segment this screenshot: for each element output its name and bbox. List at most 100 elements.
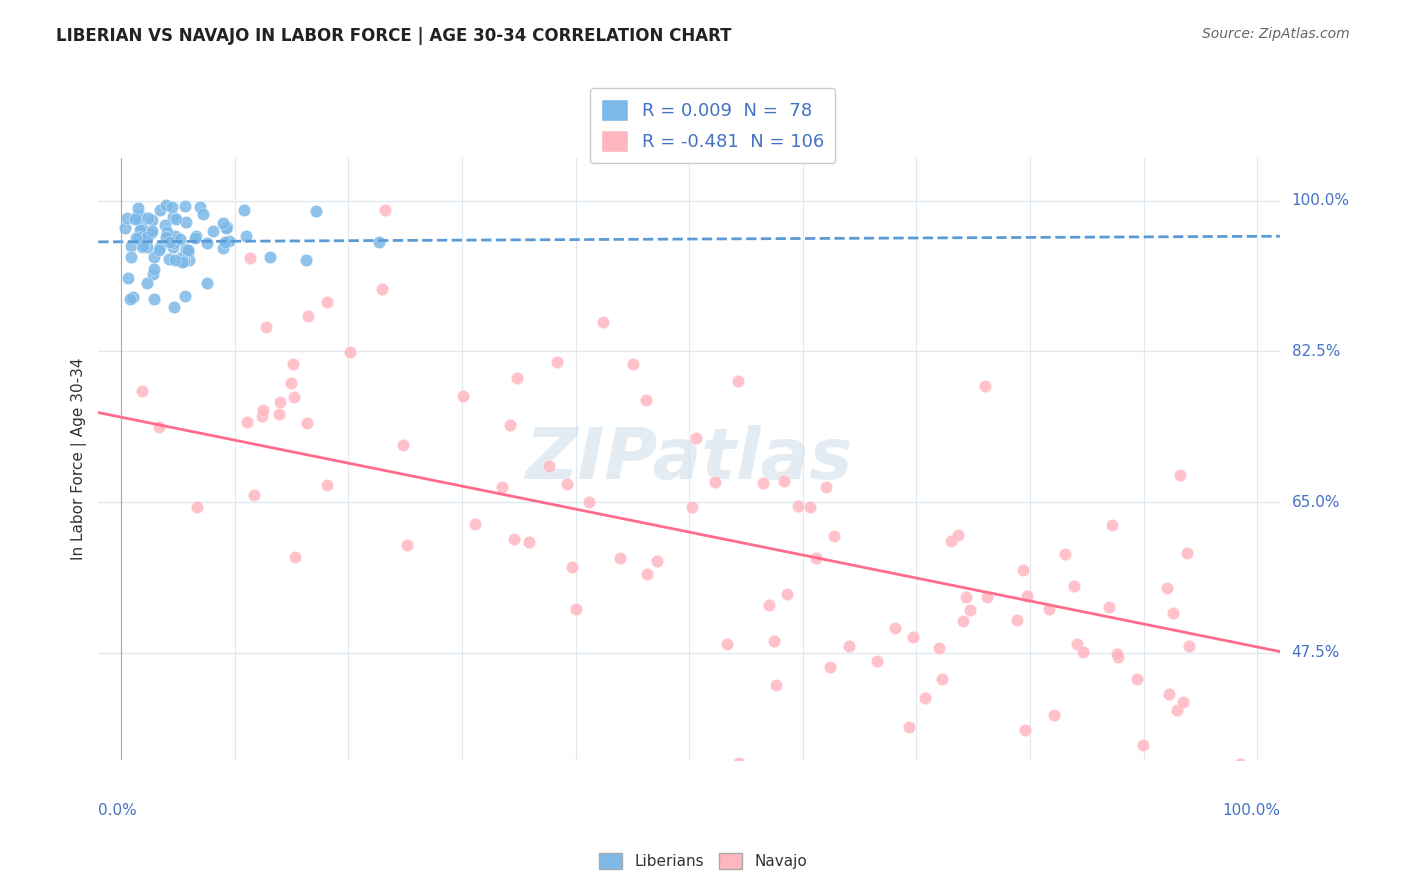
Point — [820, 660, 842, 674]
Point — [184, 231, 207, 245]
Point — [128, 223, 150, 237]
Point — [136, 240, 159, 254]
Point — [165, 229, 187, 244]
Point — [142, 293, 165, 307]
Point — [174, 242, 197, 256]
Point — [195, 235, 218, 250]
Point — [212, 241, 235, 255]
Point — [1187, 797, 1209, 811]
Legend: R = 0.009  N =  78, R = -0.481  N = 106: R = 0.009 N = 78, R = -0.481 N = 106 — [591, 88, 835, 163]
Point — [814, 480, 837, 494]
Point — [592, 315, 614, 329]
Point — [177, 244, 200, 258]
Point — [1132, 739, 1154, 753]
Point — [252, 409, 274, 424]
Point — [135, 229, 157, 244]
Point — [1125, 673, 1147, 687]
Point — [163, 253, 186, 268]
Text: Source: ZipAtlas.com: Source: ZipAtlas.com — [1202, 27, 1350, 41]
Point — [959, 603, 981, 617]
Point — [136, 276, 159, 290]
Point — [901, 630, 924, 644]
Point — [758, 598, 780, 612]
Point — [120, 239, 142, 253]
Text: 65.0%: 65.0% — [1292, 494, 1340, 509]
Point — [370, 282, 392, 296]
Point — [1166, 703, 1188, 717]
Point — [141, 213, 163, 227]
Point — [297, 310, 319, 324]
Point — [941, 533, 963, 548]
Point — [142, 250, 165, 264]
Point — [952, 614, 974, 628]
Point — [232, 202, 254, 217]
Point — [645, 554, 668, 568]
Point — [172, 255, 194, 269]
Point — [396, 538, 419, 552]
Point — [1063, 579, 1085, 593]
Point — [243, 488, 266, 502]
Point — [129, 226, 152, 240]
Point — [188, 200, 211, 214]
Point — [1012, 563, 1035, 577]
Point — [131, 384, 153, 398]
Point — [162, 239, 184, 253]
Point — [173, 253, 195, 268]
Point — [142, 268, 165, 282]
Point — [453, 389, 475, 403]
Point — [127, 211, 149, 226]
Point — [765, 677, 787, 691]
Point — [1005, 613, 1028, 627]
Point — [1168, 468, 1191, 483]
Point — [141, 226, 163, 240]
Point — [316, 478, 339, 492]
Point — [464, 517, 486, 532]
Point — [169, 232, 191, 246]
Point — [163, 300, 186, 314]
Point — [716, 638, 738, 652]
Point — [149, 240, 172, 254]
Point — [1014, 723, 1036, 737]
Point — [295, 416, 318, 430]
Point — [117, 211, 139, 225]
Point — [117, 270, 139, 285]
Point — [1142, 797, 1164, 811]
Point — [316, 294, 339, 309]
Point — [124, 211, 146, 226]
Point — [120, 250, 142, 264]
Point — [506, 370, 529, 384]
Point — [1038, 602, 1060, 616]
Point — [148, 420, 170, 434]
Point — [284, 549, 307, 564]
Point — [129, 210, 152, 224]
Point — [163, 235, 186, 250]
Point — [976, 590, 998, 604]
Point — [155, 198, 177, 212]
Point — [609, 550, 631, 565]
Point — [1015, 590, 1038, 604]
Point — [283, 390, 305, 404]
Point — [339, 345, 361, 359]
Point — [174, 199, 197, 213]
Point — [280, 376, 302, 390]
Point — [1101, 518, 1123, 533]
Text: 82.5%: 82.5% — [1292, 344, 1340, 359]
Point — [1140, 797, 1163, 811]
Point — [1053, 547, 1076, 561]
Point — [561, 559, 583, 574]
Point — [565, 601, 588, 615]
Point — [499, 417, 522, 432]
Point — [1178, 639, 1201, 653]
Point — [367, 235, 389, 250]
Point — [621, 357, 644, 371]
Point — [283, 357, 305, 371]
Point — [823, 529, 845, 543]
Point — [128, 229, 150, 244]
Text: 0.0%: 0.0% — [98, 803, 138, 818]
Legend: Liberians, Navajo: Liberians, Navajo — [593, 847, 813, 875]
Point — [799, 500, 821, 514]
Point — [215, 221, 238, 235]
Point — [681, 500, 703, 514]
Text: ZIPatlas: ZIPatlas — [526, 425, 853, 493]
Point — [898, 720, 921, 734]
